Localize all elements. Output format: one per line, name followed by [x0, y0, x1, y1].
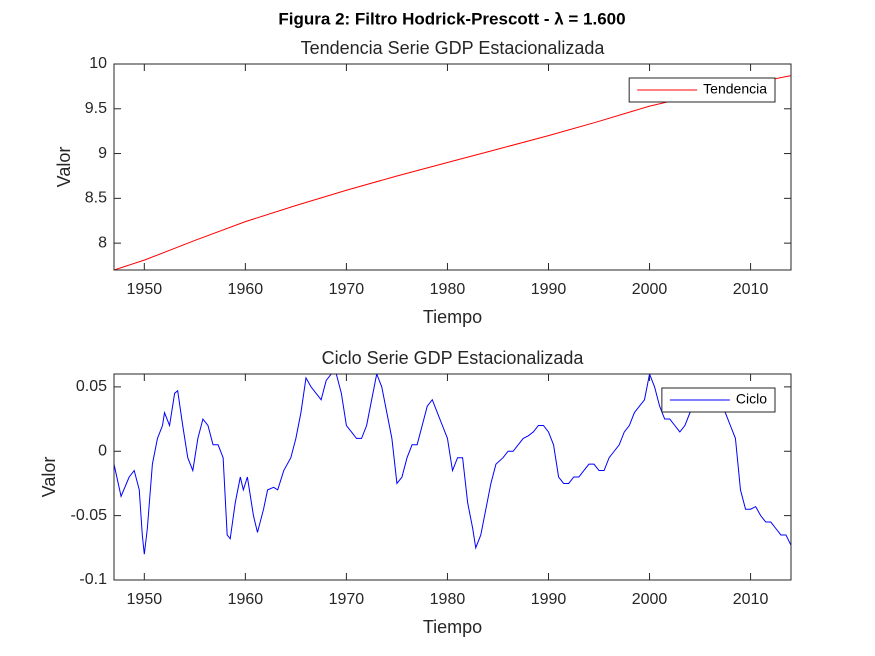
- y-tick-label: 9: [98, 145, 107, 162]
- figure-title: Figura 2: Filtro Hodrick-Prescott - λ = …: [278, 9, 625, 28]
- x-tick-label: 2010: [733, 281, 769, 298]
- y-axis-label: Valor: [39, 457, 59, 498]
- x-tick-label: 2010: [733, 591, 769, 608]
- y-tick-label: -0.05: [71, 507, 108, 524]
- y-tick-label: 0: [98, 442, 107, 459]
- y-tick-label: 0.05: [76, 378, 107, 395]
- axes-box: [113, 373, 792, 581]
- x-tick-label: 1960: [228, 281, 264, 298]
- x-axis-label: Tiempo: [423, 307, 482, 327]
- y-tick-label: 8: [98, 234, 107, 251]
- data-line: [114, 374, 791, 555]
- axes-box: [113, 63, 792, 271]
- x-tick-label: 1980: [430, 591, 466, 608]
- x-tick-label: 1990: [531, 281, 567, 298]
- legend: Tendencia: [628, 77, 776, 103]
- y-tick-label: 8.5: [85, 190, 107, 207]
- x-tick-label: 2000: [632, 281, 668, 298]
- y-axis-label: Valor: [54, 147, 74, 188]
- legend-label: Tendencia: [703, 81, 767, 97]
- x-tick-label: 1950: [127, 591, 163, 608]
- x-tick-label: 2000: [632, 591, 668, 608]
- x-axis-label: Tiempo: [423, 617, 482, 637]
- x-tick-label: 1970: [329, 281, 365, 298]
- x-tick-label: 1960: [228, 591, 264, 608]
- x-tick-label: 1950: [127, 281, 163, 298]
- axes-title: Tendencia Serie GDP Estacionalizada: [301, 38, 606, 58]
- x-tick-label: 1980: [430, 281, 466, 298]
- y-tick-label: 9.5: [85, 100, 107, 117]
- y-tick-label: -0.1: [79, 571, 107, 588]
- legend-label: Ciclo: [736, 391, 767, 407]
- legend: Ciclo: [661, 387, 776, 413]
- y-tick-label: 10: [89, 55, 107, 72]
- axes-title: Ciclo Serie GDP Estacionalizada: [322, 348, 585, 368]
- x-tick-label: 1970: [329, 591, 365, 608]
- x-tick-label: 1990: [531, 591, 567, 608]
